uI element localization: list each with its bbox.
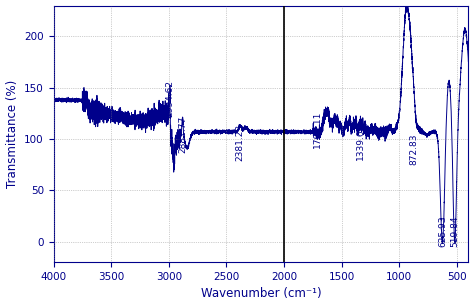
Text: 1339.62: 1339.62 (356, 123, 365, 160)
Text: 2994.62: 2994.62 (165, 80, 174, 118)
Text: 1706.11: 1706.11 (313, 110, 322, 147)
Text: 625.93: 625.93 (438, 216, 447, 248)
Text: 519.84: 519.84 (450, 216, 459, 248)
X-axis label: Wavenumber (cm⁻¹): Wavenumber (cm⁻¹) (201, 287, 321, 300)
Text: 2381.23: 2381.23 (236, 124, 245, 161)
Y-axis label: Transmittance (%): Transmittance (%) (6, 80, 18, 188)
Text: 2881.77: 2881.77 (178, 115, 187, 153)
Text: 872.83: 872.83 (410, 134, 419, 165)
